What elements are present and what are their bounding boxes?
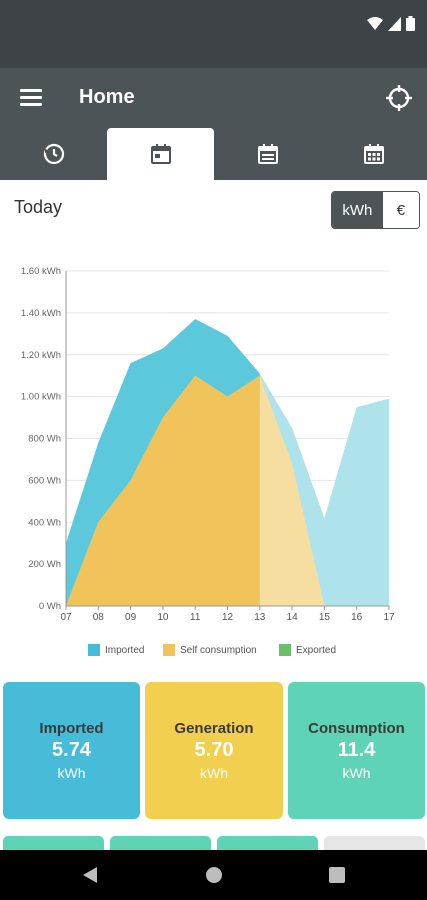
legend-label: Exported: [296, 645, 336, 656]
tab-month[interactable]: [214, 128, 321, 180]
x-tick-label: 13: [254, 612, 266, 623]
legend-swatch: [88, 644, 100, 656]
unit-kwh-button[interactable]: kWh: [332, 192, 383, 228]
system-nav-bar: [0, 850, 427, 900]
legend-swatch: [163, 644, 175, 656]
app-bar: Home: [0, 68, 427, 128]
x-tick-label: 07: [60, 612, 72, 623]
legend-swatch: [279, 644, 291, 656]
status-icons: [367, 16, 415, 31]
x-tick-label: 08: [93, 612, 105, 623]
wifi-icon: [367, 16, 383, 30]
tab-year[interactable]: [320, 128, 427, 180]
menu-icon[interactable]: [20, 89, 42, 107]
y-tick-label: 800 Wh: [28, 434, 61, 445]
card-consumption[interactable]: Consumption 11.4 kWh: [288, 682, 425, 819]
unit-toggle: kWh €: [331, 191, 420, 229]
y-tick-label: 1.00 kWh: [21, 392, 61, 403]
card-label: Consumption: [308, 720, 405, 737]
back-icon: [83, 867, 97, 883]
tab-bar: [0, 128, 427, 180]
back-button[interactable]: [60, 850, 120, 900]
card-unit: kWh: [200, 765, 228, 781]
energy-chart: 0 Wh 200 Wh 400 Wh 600 Wh 800 Wh 1.00 kWh 1.20…: [21, 266, 395, 656]
battery-icon: [406, 16, 415, 31]
x-tick-label: 12: [222, 612, 234, 623]
card-generation[interactable]: Generation 5.70 kWh: [145, 682, 283, 819]
x-tick-label: 16: [351, 612, 363, 623]
unit-euro-button[interactable]: €: [382, 192, 419, 228]
y-tick-label: 0 Wh: [39, 601, 61, 612]
legend-label: Self consumption: [180, 645, 257, 656]
home-icon: [206, 867, 222, 883]
x-tick-label: 17: [383, 612, 395, 623]
series-self-consumption-area: [66, 375, 260, 606]
calendar-month-icon: [257, 144, 278, 164]
card-label: Imported: [39, 720, 104, 737]
cell-signal-icon: [388, 16, 401, 31]
x-tick-label: 10: [157, 612, 169, 623]
locate-icon[interactable]: [385, 84, 413, 112]
x-tick-label: 15: [319, 612, 331, 623]
history-icon: [43, 143, 64, 165]
calendar-year-icon: [363, 144, 384, 164]
calendar-day-icon: [150, 144, 171, 164]
recents-button[interactable]: [307, 850, 367, 900]
card-value: 5.70: [194, 739, 234, 761]
tab-day[interactable]: [107, 128, 214, 180]
card-label: Generation: [174, 720, 254, 737]
tab-live[interactable]: [0, 128, 107, 180]
legend-label: Imported: [105, 645, 144, 656]
y-tick-label: 400 Wh: [28, 517, 61, 528]
y-tick-label: 600 Wh: [28, 475, 61, 486]
recents-icon: [329, 867, 345, 883]
summary-cards: Imported 5.74 kWh Generation 5.70 kWh Co…: [0, 682, 427, 822]
next-card-peek[interactable]: [3, 836, 104, 850]
x-tick-label: 09: [125, 612, 137, 623]
next-card-peek[interactable]: [217, 836, 318, 850]
y-tick-label: 200 Wh: [28, 559, 61, 570]
y-tick-label: 1.20 kWh: [21, 350, 61, 361]
page-title: Home: [79, 86, 135, 108]
next-card-peek[interactable]: [324, 836, 425, 850]
home-button[interactable]: [184, 850, 244, 900]
card-unit: kWh: [342, 765, 371, 781]
x-tick-label: 14: [287, 612, 299, 623]
x-tick-label: 11: [190, 612, 201, 623]
card-imported[interactable]: Imported 5.74 kWh: [3, 682, 140, 819]
y-tick-label: 1.60 kWh: [21, 266, 61, 277]
card-value: 11.4: [337, 739, 376, 761]
next-card-peek[interactable]: [110, 836, 211, 850]
status-bar: [0, 0, 427, 68]
card-unit: kWh: [57, 765, 86, 781]
card-value: 5.74: [52, 739, 91, 761]
period-label: Today: [14, 197, 63, 217]
y-tick-label: 1.40 kWh: [21, 308, 61, 319]
